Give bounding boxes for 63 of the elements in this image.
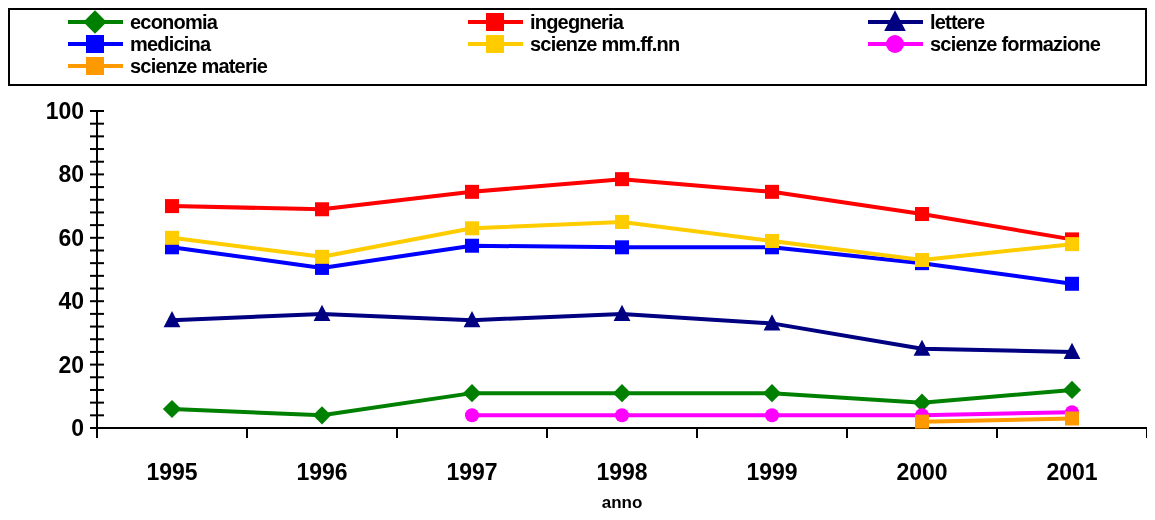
legend-label: lettere: [930, 11, 986, 33]
point: [765, 408, 779, 423]
x-tick-label: 1997: [446, 459, 498, 485]
point: [1063, 342, 1081, 359]
point: [765, 184, 779, 199]
x-tick-label: 1995: [146, 459, 198, 485]
legend-label: scienze mm.ff.nn: [530, 33, 680, 55]
legend-label: medicina: [130, 33, 212, 55]
point: [765, 233, 779, 248]
legend-entry: scienze mm.ff.nn: [468, 33, 680, 55]
point: [615, 172, 629, 187]
point: [613, 304, 631, 321]
x-tick-label: 1996: [296, 459, 348, 485]
legend-label: scienze materie: [130, 55, 268, 77]
point: [315, 249, 329, 264]
y-tick-label: 0: [71, 415, 84, 441]
legend-entry: scienze formazione: [868, 33, 1101, 55]
y-tick-label: 20: [58, 351, 84, 378]
legend-label: ingegneria: [530, 11, 625, 33]
point: [912, 393, 932, 412]
legend-entry: ingegneria: [468, 11, 624, 33]
legend-entry: lettere: [868, 10, 985, 33]
x-axis-title: anno: [601, 493, 643, 512]
legend-entry: medicina: [68, 33, 211, 55]
legend-entry: economia: [68, 10, 217, 34]
point: [465, 408, 479, 423]
point: [615, 214, 629, 229]
y-tick-label: 60: [58, 224, 84, 251]
point: [462, 384, 482, 403]
point: [465, 238, 479, 253]
point: [1065, 276, 1079, 291]
point: [165, 230, 179, 245]
y-tick-label: 80: [58, 161, 84, 188]
point: [312, 406, 332, 425]
y-tick-label: 100: [45, 98, 84, 124]
point: [162, 399, 182, 419]
point: [165, 199, 179, 214]
point: [1062, 380, 1082, 400]
point: [763, 314, 781, 331]
legend-entry: scienze materie: [68, 55, 267, 77]
point: [915, 252, 929, 267]
point: [1065, 237, 1079, 252]
point: [615, 240, 629, 255]
x-tick-label: 2001: [1046, 459, 1098, 485]
legend-label: economia: [130, 11, 219, 33]
point: [762, 384, 782, 403]
x-tick-label: 2000: [896, 459, 948, 485]
point: [615, 408, 629, 423]
point: [465, 184, 479, 199]
legend-label: scienze formazione: [930, 33, 1101, 55]
point: [313, 304, 331, 321]
x-tick-label: 1998: [596, 459, 648, 485]
point: [465, 221, 479, 236]
point: [612, 384, 632, 403]
x-tick-label: 1999: [746, 459, 798, 485]
point: [163, 311, 181, 328]
point: [463, 311, 481, 328]
point: [913, 339, 931, 356]
point: [1065, 411, 1079, 426]
point: [915, 414, 929, 429]
point: [915, 207, 929, 222]
point: [315, 202, 329, 217]
y-tick-label: 40: [58, 288, 84, 315]
